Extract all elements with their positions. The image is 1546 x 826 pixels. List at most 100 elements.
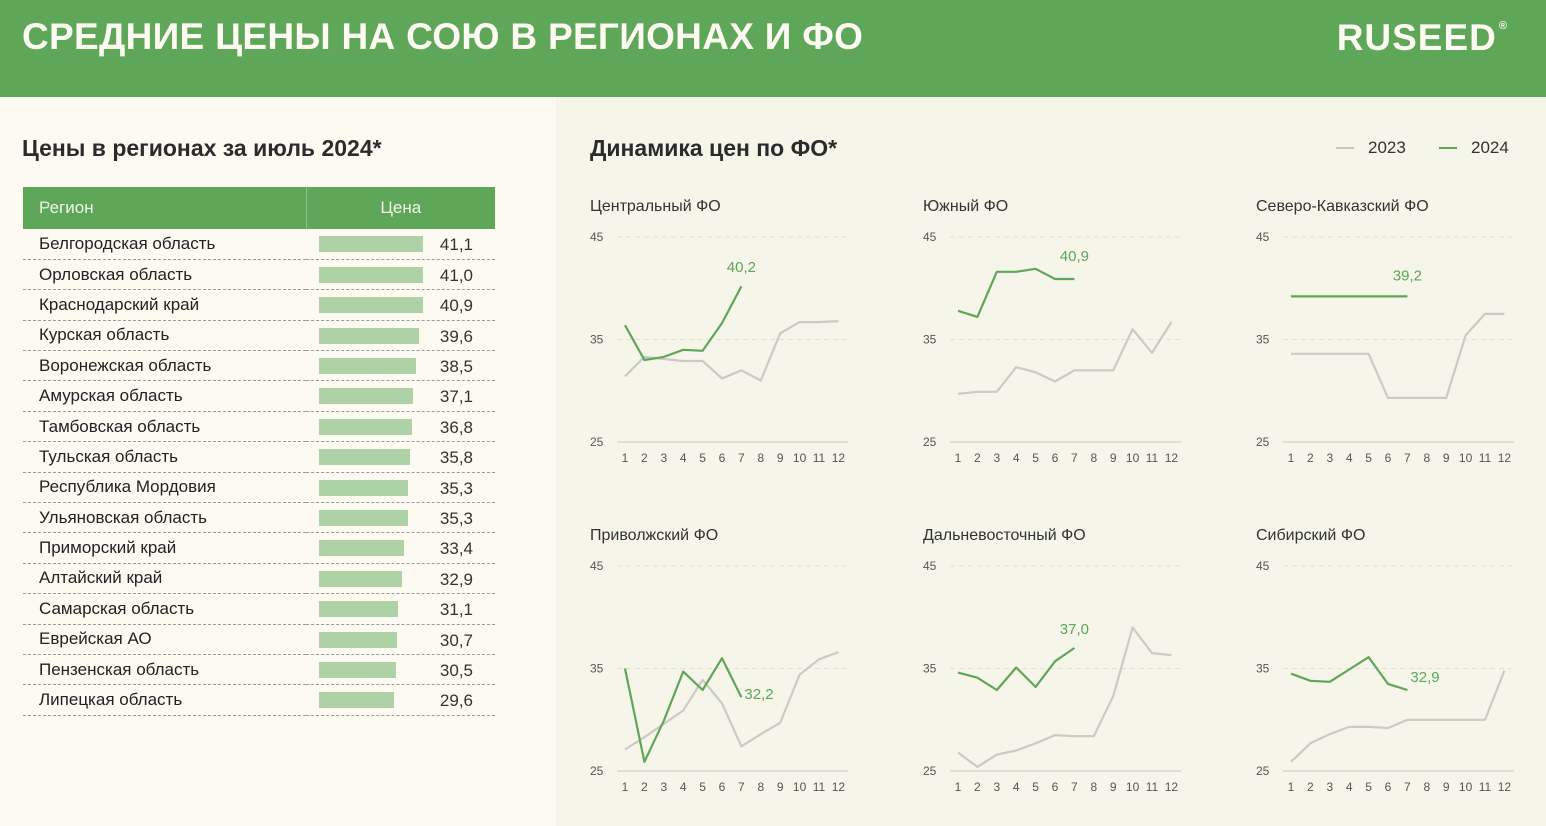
x-tick-label: 9 <box>1443 451 1450 465</box>
price-bar <box>319 510 409 527</box>
legend-2024: 2024 <box>1439 138 1509 158</box>
y-tick-label: 25 <box>1256 435 1270 449</box>
end-value-label: 32,9 <box>1410 669 1439 686</box>
x-tick-label: 6 <box>719 451 726 465</box>
x-tick-label: 5 <box>1032 451 1039 465</box>
x-tick-label: 7 <box>1071 451 1078 465</box>
x-tick-label: 9 <box>1443 780 1450 794</box>
price-value: 39,6 <box>439 326 473 346</box>
price-cell: 40,9 <box>306 289 495 321</box>
x-tick-label: 8 <box>757 451 764 465</box>
price-cell: 29,6 <box>306 684 495 716</box>
x-tick-label: 8 <box>1090 451 1097 465</box>
x-tick-label: 5 <box>1365 451 1372 465</box>
legend-2023: 2023 <box>1336 138 1406 158</box>
chart-title: Центральный ФО <box>590 198 721 215</box>
price-bar <box>319 297 423 314</box>
price-cell: 33,4 <box>306 532 495 564</box>
price-value: 41,1 <box>439 235 473 254</box>
x-tick-label: 3 <box>660 780 667 794</box>
price-bar <box>319 631 397 648</box>
table-row: Приморский край 33,4 <box>23 532 495 564</box>
region-name: Еврейская АО <box>23 624 306 655</box>
page-title: СРЕДНИЕ ЦЕНЫ НА СОЮ В РЕГИОНАХ И ФО <box>22 16 864 57</box>
table-row: Ульяновская область 35,3 <box>23 502 495 534</box>
price-cell: 30,5 <box>306 654 495 686</box>
series-line-2024 <box>1290 656 1408 692</box>
y-tick-label: 25 <box>590 764 604 778</box>
x-tick-label: 6 <box>1052 780 1059 794</box>
price-cell: 38,5 <box>306 350 495 382</box>
region-name: Ульяновская область <box>23 502 306 534</box>
x-tick-label: 1 <box>1288 780 1295 794</box>
price-cell: 35,3 <box>306 472 495 504</box>
x-tick-label: 11 <box>1146 780 1159 794</box>
region-name: Амурская область <box>23 380 306 412</box>
x-tick-label: 8 <box>1423 451 1430 465</box>
table-row: Алтайский край 32,9 <box>23 563 495 595</box>
price-bar <box>319 388 413 405</box>
price-cell: 39,6 <box>306 320 495 352</box>
x-tick-label: 11 <box>1479 451 1492 465</box>
price-cell: 41,1 <box>306 229 495 260</box>
series-line-2024 <box>624 285 743 362</box>
x-tick-label: 1 <box>955 780 962 794</box>
x-tick-label: 12 <box>832 780 846 794</box>
series-line-2024 <box>623 657 743 763</box>
x-tick-label: 11 <box>813 780 826 794</box>
y-tick-label: 45 <box>923 559 937 573</box>
chart-panel: Южный ФО 25 35 45 1 2 3 4 5 6 7 8 9 10 11 12 40,9 <box>923 198 1193 468</box>
chart-title: Приволжский ФО <box>590 527 719 544</box>
y-tick-label: 45 <box>923 230 937 244</box>
x-tick-label: 4 <box>680 780 687 794</box>
price-cell: 32,9 <box>306 563 495 595</box>
region-name: Краснодарский край <box>23 289 306 321</box>
series-line-2024 <box>957 647 1076 692</box>
y-tick-label: 45 <box>590 559 604 573</box>
x-tick-label: 1 <box>955 451 962 465</box>
price-bar <box>319 418 413 435</box>
region-name: Пензенская область <box>23 654 306 686</box>
chart-title: Южный ФО <box>923 198 1009 215</box>
legend-line-2024 <box>1439 147 1457 149</box>
region-name: Орловская область <box>23 259 306 291</box>
table-row: Пензенская область 30,5 <box>23 654 495 686</box>
x-tick-label: 9 <box>1110 780 1117 794</box>
price-bar <box>319 479 409 496</box>
x-tick-label: 5 <box>1032 780 1039 794</box>
price-bar <box>319 540 404 557</box>
column-header-price: Цена <box>305 187 495 229</box>
table-row: Тамбовская область 36,8 <box>23 411 495 443</box>
price-cell: 41,0 <box>306 259 495 291</box>
series-line-2023 <box>1291 312 1505 399</box>
price-value: 30,7 <box>439 630 473 650</box>
table-row: Самарская область 31,1 <box>23 593 495 625</box>
region-name: Самарская область <box>23 593 306 625</box>
x-tick-label: 4 <box>1013 451 1020 465</box>
x-tick-label: 4 <box>680 451 687 465</box>
end-value-label: 40,9 <box>1060 248 1089 265</box>
end-value-label: 37,0 <box>1060 621 1089 638</box>
price-bar <box>319 449 410 466</box>
x-tick-label: 2 <box>974 451 981 465</box>
column-header-region: Регион <box>23 187 306 229</box>
price-cell: 31,1 <box>306 593 495 625</box>
price-value: 36,8 <box>439 417 473 437</box>
x-tick-label: 10 <box>1459 780 1473 794</box>
price-cell: 35,8 <box>306 441 495 473</box>
chart-panel: Приволжский ФО 25 35 45 1 2 3 4 5 6 7 8 9 10 11 12 32,2 <box>590 527 860 797</box>
table-row: Амурская область 37,1 <box>23 380 495 412</box>
y-tick-label: 35 <box>923 333 937 347</box>
x-tick-label: 1 <box>1288 451 1295 465</box>
x-tick-label: 4 <box>1346 780 1353 794</box>
header-banner: СРЕДНИЕ ЦЕНЫ НА СОЮ В РЕГИОНАХ И ФО RUSE… <box>0 0 1546 97</box>
regions-title: Цены в регионах за июль 2024* <box>22 135 382 161</box>
end-value-label: 39,2 <box>1393 267 1422 284</box>
x-tick-label: 4 <box>1013 780 1020 794</box>
chart-title: Дальневосточный ФО <box>923 527 1086 544</box>
table-row: Республика Мордовия 35,3 <box>23 472 495 504</box>
series-line-2023 <box>1290 670 1506 763</box>
x-tick-label: 10 <box>1459 451 1473 465</box>
price-cell: 36,8 <box>306 411 495 443</box>
